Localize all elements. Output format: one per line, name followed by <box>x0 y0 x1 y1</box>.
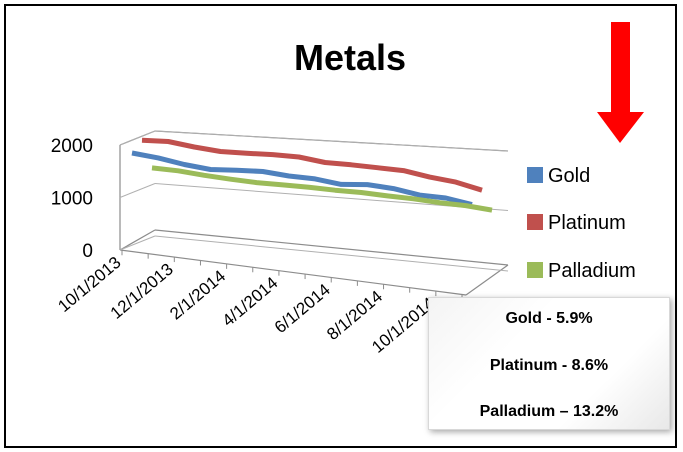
y-tick-label: 1000 <box>51 189 93 210</box>
y-tick-label: 2000 <box>51 136 93 157</box>
chart-title: Metals <box>294 37 406 78</box>
x-tick-marks <box>121 250 463 300</box>
x-tick-labels: 10/1/201312/1/20132/1/20144/1/20146/1/20… <box>54 253 438 357</box>
plot-walls <box>119 130 509 296</box>
floor-left <box>119 229 156 251</box>
legend-swatch-palladium <box>527 262 543 278</box>
y-tick-label: 0 <box>82 241 93 262</box>
legend-label-palladium: Palladium <box>548 260 636 282</box>
callout-palladium: Palladium – 13.2% <box>479 403 619 420</box>
percent-change-callout: Gold - 5.9% Platinum - 8.6% Palladium – … <box>428 297 670 430</box>
y-tick-labels: 2000 1000 0 <box>51 136 93 262</box>
y-gridline <box>154 130 509 152</box>
red-down-arrow-icon <box>597 22 644 143</box>
y-gridline-left <box>119 235 156 251</box>
legend-label-gold: Gold <box>548 165 590 187</box>
legend-swatch-gold <box>527 167 543 183</box>
chart-frame <box>4 4 677 448</box>
legend-label-platinum: Platinum <box>548 212 626 234</box>
floor-back <box>154 229 509 266</box>
y-gridline-left <box>119 183 156 198</box>
series-line-gold <box>131 150 473 207</box>
y-gridline <box>154 235 509 272</box>
legend: Gold Platinum Palladium <box>527 165 636 282</box>
floor-front <box>119 249 467 296</box>
series-line-platinum <box>141 137 483 193</box>
series-line-palladium <box>151 165 493 213</box>
callout-gold: Gold - 5.9% <box>505 310 593 327</box>
callout-platinum: Platinum - 8.6% <box>489 357 609 374</box>
series-lines <box>131 137 493 213</box>
y-gridline-left <box>119 130 156 146</box>
legend-swatch-platinum <box>527 214 543 230</box>
floor-right <box>465 264 509 296</box>
y-gridlines <box>119 130 509 272</box>
